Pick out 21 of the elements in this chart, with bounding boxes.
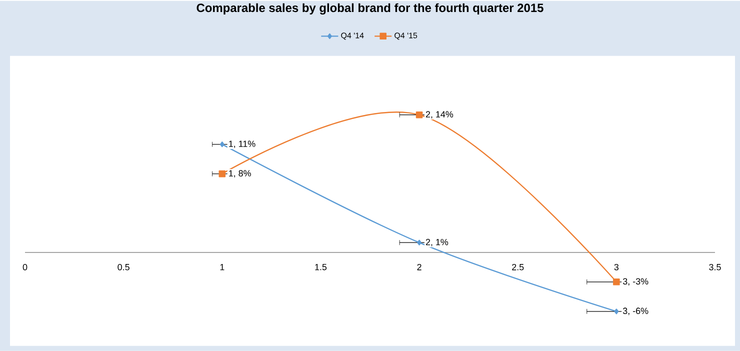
x-tick-label: 3 [614,264,619,270]
data-label: 2, 1% [426,238,448,246]
x-tick-label: 0 [22,264,28,270]
chart-title: Comparable sales by global brand for the fourth quarter 2015 [196,3,544,15]
point [614,308,619,314]
point [220,142,224,148]
x-tick-label: 3.5 [709,264,721,270]
x-tick-label: 2 [417,264,422,270]
data-label: 3, -6% [622,308,648,316]
data-label: 2, 14% [426,111,454,119]
x-tick-label: 2.5 [512,264,524,270]
data-label: 3, -3% [622,278,648,286]
data-label: 1, 8% [229,170,251,178]
data-label: 1, 11% [229,140,256,148]
x-tick-label: 0.5 [118,264,130,270]
x-tick-label: 1 [220,264,224,270]
point [218,170,226,178]
point [417,240,422,246]
x-tick-label: 1.5 [315,264,327,270]
point [416,112,423,118]
point [613,278,620,286]
